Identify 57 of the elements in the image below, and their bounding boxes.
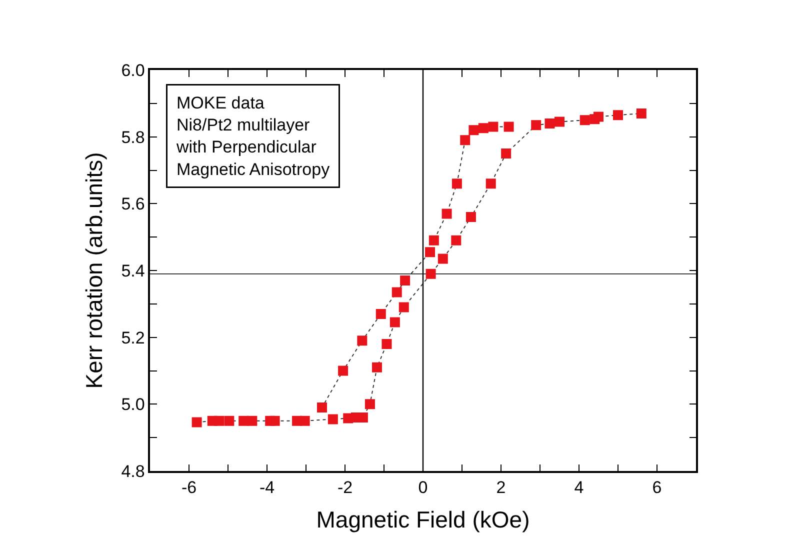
point <box>594 112 604 122</box>
point <box>398 302 409 312</box>
point <box>382 339 392 350</box>
point <box>501 148 512 159</box>
y-tick-label: 5.4 <box>121 261 145 280</box>
point <box>390 317 400 328</box>
y-tick-label: 5.6 <box>121 194 145 214</box>
point <box>438 254 448 264</box>
point <box>468 125 479 136</box>
point <box>214 416 224 426</box>
point <box>466 212 476 222</box>
x-tick-label: -4 <box>259 478 275 498</box>
point <box>247 416 258 426</box>
y-tick-label: 5.2 <box>121 328 145 348</box>
point <box>364 399 375 410</box>
point <box>488 122 498 132</box>
point <box>392 287 402 298</box>
point <box>426 268 436 279</box>
point <box>224 416 234 426</box>
x-tick-label: -2 <box>337 478 353 498</box>
x-axis-title: Magnetic Field (kOe) <box>316 506 530 532</box>
y-tick-label: 4.8 <box>121 462 145 481</box>
point <box>316 402 327 413</box>
x-tick-label: 4 <box>574 478 584 498</box>
point <box>478 123 488 134</box>
x-tick-label: 0 <box>418 478 428 498</box>
point <box>613 110 623 120</box>
point <box>192 417 202 428</box>
annotation: MOKE data Ni8/Pt2 multilayer with Perpendicular Magnetic Anisotropy <box>176 94 330 179</box>
point <box>554 116 564 127</box>
point <box>357 336 368 346</box>
point <box>486 178 496 189</box>
point <box>328 414 338 424</box>
point <box>270 416 280 426</box>
point <box>376 308 386 319</box>
point <box>338 366 348 376</box>
point <box>428 235 439 246</box>
point <box>442 208 452 219</box>
point <box>636 108 646 118</box>
point <box>372 362 382 372</box>
point <box>451 235 462 246</box>
point <box>300 416 310 426</box>
point <box>544 118 555 128</box>
point <box>400 276 410 286</box>
y-tick-label: 5.0 <box>121 395 145 414</box>
point <box>425 247 436 258</box>
point <box>504 122 514 132</box>
point <box>460 135 470 146</box>
point <box>531 120 542 130</box>
x-tick-label: 6 <box>652 478 662 498</box>
y-tick-label: 5.8 <box>121 128 145 147</box>
point <box>580 115 590 126</box>
y-tick-label: 6.0 <box>121 60 145 80</box>
point <box>452 178 462 189</box>
x-tick-label: 2 <box>496 478 506 498</box>
y-axis-title: Kerr rotation (arb.units) <box>81 152 108 389</box>
x-tick-label: -6 <box>181 478 197 498</box>
